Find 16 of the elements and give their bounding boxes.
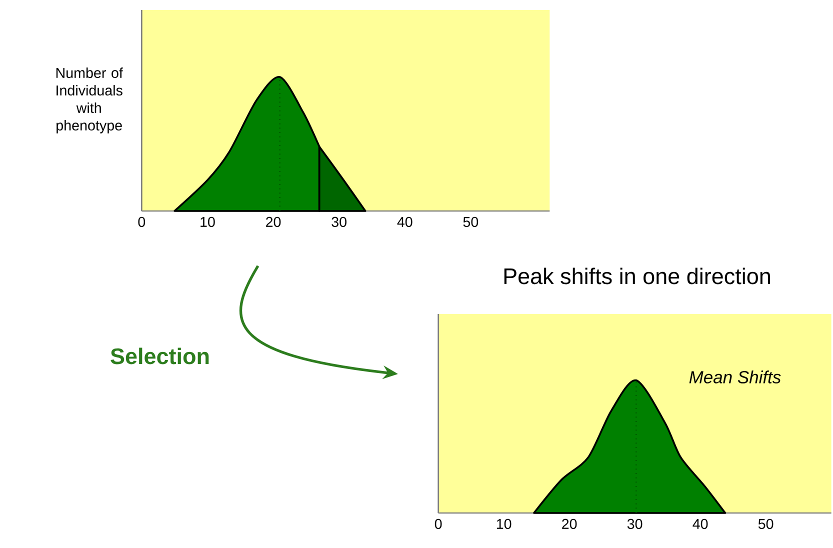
x-tick-label: 40: [397, 216, 412, 228]
x-tick-label: 50: [758, 518, 774, 530]
x-tick-label: 50: [463, 216, 478, 228]
x-tick-label: 20: [562, 518, 577, 530]
x-tick-label: 20: [266, 216, 281, 228]
x-tick-label: 30: [332, 216, 346, 228]
x-tick-label: 0: [434, 518, 442, 530]
x-tick-label: 30: [627, 518, 642, 530]
annotation: Mean Shifts: [689, 370, 781, 384]
chart-title: Peak shifts in one direction: [504, 268, 770, 284]
x-tick-label: 40: [692, 518, 708, 530]
x-tick-label: 10: [200, 216, 215, 228]
y-axis-title: Number of Individuals with phenotype: [56, 68, 123, 134]
x-tick-label: 0: [138, 216, 146, 228]
x-tick-label: 10: [496, 518, 512, 530]
text: Selection: [110, 348, 209, 364]
